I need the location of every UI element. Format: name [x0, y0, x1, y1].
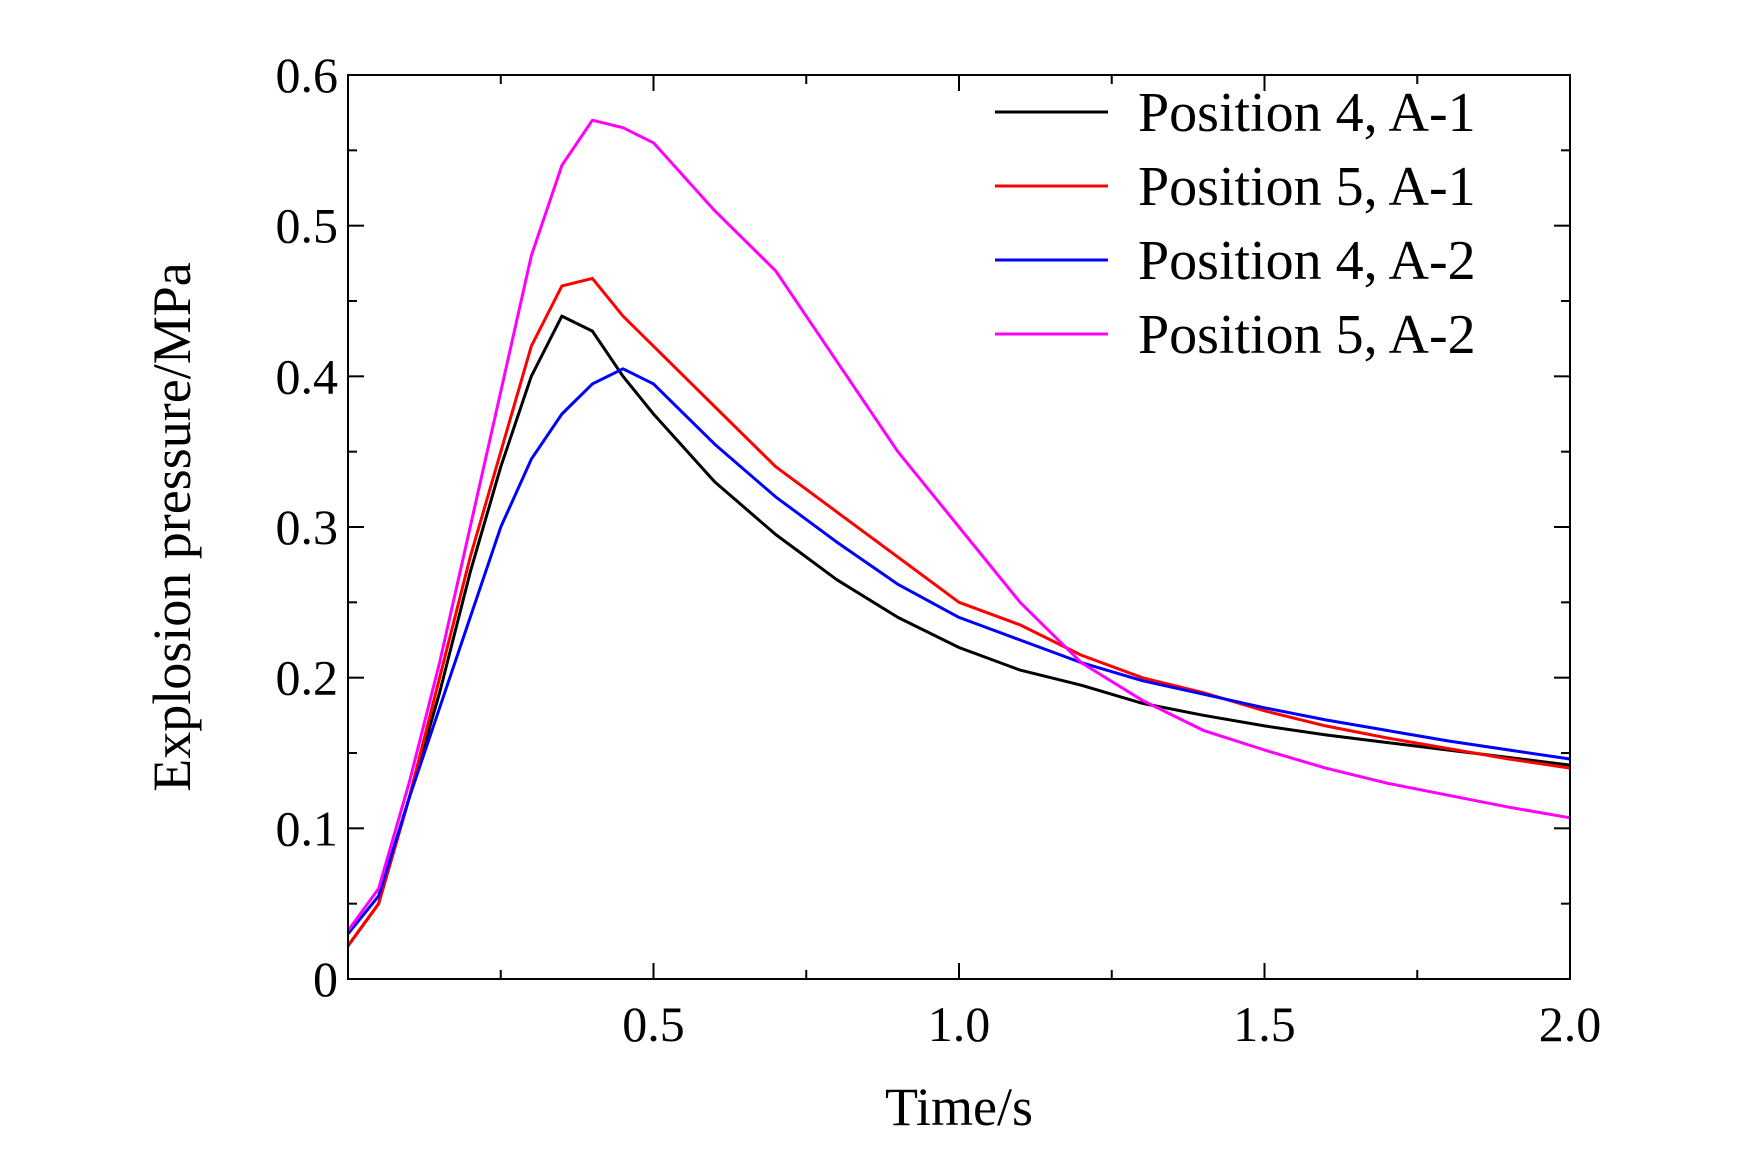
y-tick-label: 0.6	[276, 47, 339, 103]
y-tick-label: 0.4	[276, 348, 339, 404]
y-tick-label: 0	[313, 951, 338, 1007]
legend-label-4: Position 5, A-2	[1138, 304, 1476, 366]
y-tick-label: 0.5	[276, 198, 339, 254]
series-layer	[346, 118, 1571, 947]
legend-label-2: Position 5, A-1	[1138, 156, 1476, 218]
legend: Position 4, A-1 Position 5, A-1 Position 4…	[995, 82, 1476, 366]
legend-label-1: Position 4, A-1	[1138, 82, 1476, 144]
y-axis-title: Explosion pressure/MPa	[142, 262, 202, 791]
series-line-4	[346, 118, 1571, 932]
x-tick-label: 1.5	[1233, 996, 1296, 1052]
ticks-layer: 0.5 1.0 1.5 2.0 0 0.1 0.2 0.3 0.4 0.5 0.6	[276, 47, 1602, 1052]
x-axis-title: Time/s	[885, 1077, 1033, 1137]
series-line-3	[346, 367, 1571, 935]
y-tick-label: 0.1	[276, 800, 339, 856]
y-tick-label: 0.2	[276, 650, 339, 706]
y-tick-label: 0.3	[276, 499, 339, 555]
legend-label-3: Position 4, A-2	[1138, 230, 1476, 292]
series-line-1	[346, 314, 1571, 947]
series-line-2	[346, 276, 1571, 947]
x-tick-label: 2.0	[1539, 996, 1602, 1052]
x-tick-label: 0.5	[622, 996, 685, 1052]
x-tick-label: 1.0	[928, 996, 991, 1052]
